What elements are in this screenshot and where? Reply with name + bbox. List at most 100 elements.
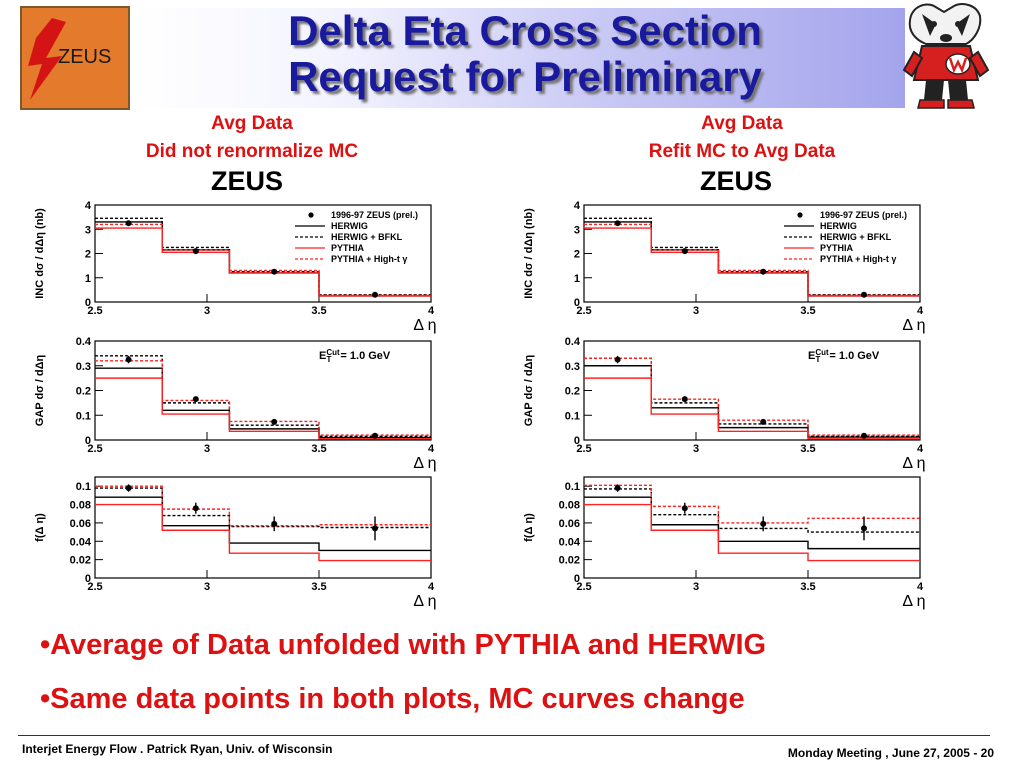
y-tick-label: 2	[574, 249, 580, 261]
x-tick-label: 4	[428, 581, 435, 593]
bullet-list: •Average of Data unfolded with PYTHIA an…	[40, 618, 1000, 726]
x-tick-label: 2.5	[87, 305, 102, 317]
y-axis-label: GAP dσ / dΔη	[34, 354, 46, 426]
data-point	[760, 268, 767, 275]
y-tick-label: 4	[85, 200, 92, 212]
data-point	[271, 268, 278, 275]
legend-label: 1996-97 ZEUS (prel.)	[820, 210, 907, 220]
data-point	[861, 525, 867, 532]
x-tick-label: 4	[917, 305, 924, 317]
x-tick-label: 3.5	[800, 443, 815, 455]
series-line	[584, 365, 920, 438]
x-tick-label: 3	[204, 581, 210, 593]
left-subtitle-line-1: Avg Data	[211, 113, 293, 134]
title-line-1: Delta Eta Cross Section	[288, 7, 762, 54]
x-tick-label: 4	[428, 305, 435, 317]
data-point	[192, 505, 199, 512]
y-tick-label: 0	[85, 297, 91, 309]
y-tick-label: 0.08	[70, 500, 91, 512]
badger-mascot-icon	[902, 3, 990, 109]
series-line	[584, 488, 920, 533]
y-tick-label: 0.1	[565, 410, 580, 422]
right-subtitle-line-1: Avg Data	[701, 113, 783, 134]
y-tick-label: 4	[574, 200, 581, 212]
x-tick-label: 3.5	[800, 581, 815, 593]
x-axis-label: Δ η	[902, 317, 925, 334]
series-line	[95, 377, 431, 440]
y-tick-label: 0.1	[565, 481, 580, 493]
legend-marker	[797, 212, 803, 218]
x-tick-label: 4	[428, 443, 435, 455]
x-tick-label: 3.5	[800, 305, 815, 317]
data-point	[125, 220, 132, 227]
legend-label: PYTHIA	[820, 243, 854, 253]
x-tick-label: 4	[917, 443, 924, 455]
right-subtitle-line-2: Refit MC to Avg Data	[648, 141, 836, 162]
x-tick-label: 2.5	[576, 305, 591, 317]
data-point	[614, 220, 621, 227]
y-tick-label: 0	[85, 435, 91, 447]
y-tick-label: 0.1	[76, 410, 91, 422]
y-tick-label: 0	[85, 573, 91, 585]
x-axis-label: Δ η	[413, 317, 436, 334]
y-axis-label: f(Δ η)	[34, 513, 46, 542]
x-tick-label: 3.5	[311, 305, 326, 317]
x-axis-label: Δ η	[902, 593, 925, 610]
data-point	[614, 356, 621, 363]
panel-f: 0 0.02 0.04 0.06 0.08 0.1 2.5 3 3.5 4Δ η f(Δ η)	[34, 476, 437, 610]
data-point	[681, 248, 688, 255]
left-figure-heading: ZEUS	[210, 166, 283, 196]
legend-label: HERWIG	[331, 221, 368, 231]
x-axis-label: Δ η	[413, 593, 436, 610]
legend-marker	[308, 212, 314, 218]
y-tick-label: 0	[574, 297, 580, 309]
y-tick-label: 3	[574, 224, 580, 236]
y-tick-label: 0.08	[559, 500, 580, 512]
title-line-2: Request for Preliminary	[288, 53, 762, 100]
data-point	[125, 356, 132, 363]
series-line	[584, 357, 920, 437]
y-tick-label: 0.4	[76, 336, 92, 348]
y-tick-label: 0.2	[76, 386, 91, 398]
x-tick-label: 3	[693, 305, 699, 317]
x-tick-label: 3	[693, 443, 699, 455]
y-axis-label: INC dσ / dΔη (nb)	[523, 208, 535, 299]
data-point	[372, 525, 378, 532]
annotation-text: ECut T = 1.0 GeV	[808, 348, 880, 364]
panel-gap: 0 0.1 0.2 0.3 0.4 2.5 3 3.5 4Δ η GAP dσ / dΔη ECut…	[34, 336, 437, 472]
series-line	[95, 487, 431, 529]
x-tick-label: 4	[917, 581, 924, 593]
data-point	[271, 418, 278, 425]
series-line	[95, 223, 431, 296]
y-tick-label: 0.04	[559, 536, 581, 548]
legend-label: PYTHIA + High-t γ	[820, 254, 896, 264]
data-point	[192, 396, 199, 403]
x-tick-label: 2.5	[87, 581, 102, 593]
y-tick-label: 0.1	[76, 481, 91, 493]
y-axis-label: INC dσ / dΔη (nb)	[34, 208, 46, 299]
legend-label: HERWIG	[820, 221, 857, 231]
y-tick-label: 0.06	[70, 518, 91, 530]
y-tick-label: 0	[574, 435, 580, 447]
x-axis-label: Δ η	[413, 455, 436, 472]
data-point	[760, 418, 767, 425]
y-tick-label: 0.02	[559, 555, 580, 567]
y-tick-label: 3	[85, 224, 91, 236]
legend-label: HERWIG + BFKL	[331, 232, 403, 242]
y-tick-label: 0	[574, 573, 580, 585]
annotation-text: ECut T = 1.0 GeV	[319, 348, 391, 364]
series-line	[584, 484, 920, 524]
y-axis-label: GAP dσ / dΔη	[523, 354, 535, 426]
x-tick-label: 3.5	[311, 443, 326, 455]
data-point	[681, 505, 688, 512]
legend-label: PYTHIA	[331, 243, 365, 253]
panel-f: 0 0.02 0.04 0.06 0.08 0.1 2.5 3 3.5 4Δ η f(Δ η)	[523, 476, 926, 610]
data-point	[372, 432, 378, 439]
y-tick-label: 0.02	[70, 555, 91, 567]
y-tick-label: 0.04	[70, 536, 92, 548]
right-figure-subtitle: Avg Data Refit MC to Avg Data	[552, 110, 932, 166]
